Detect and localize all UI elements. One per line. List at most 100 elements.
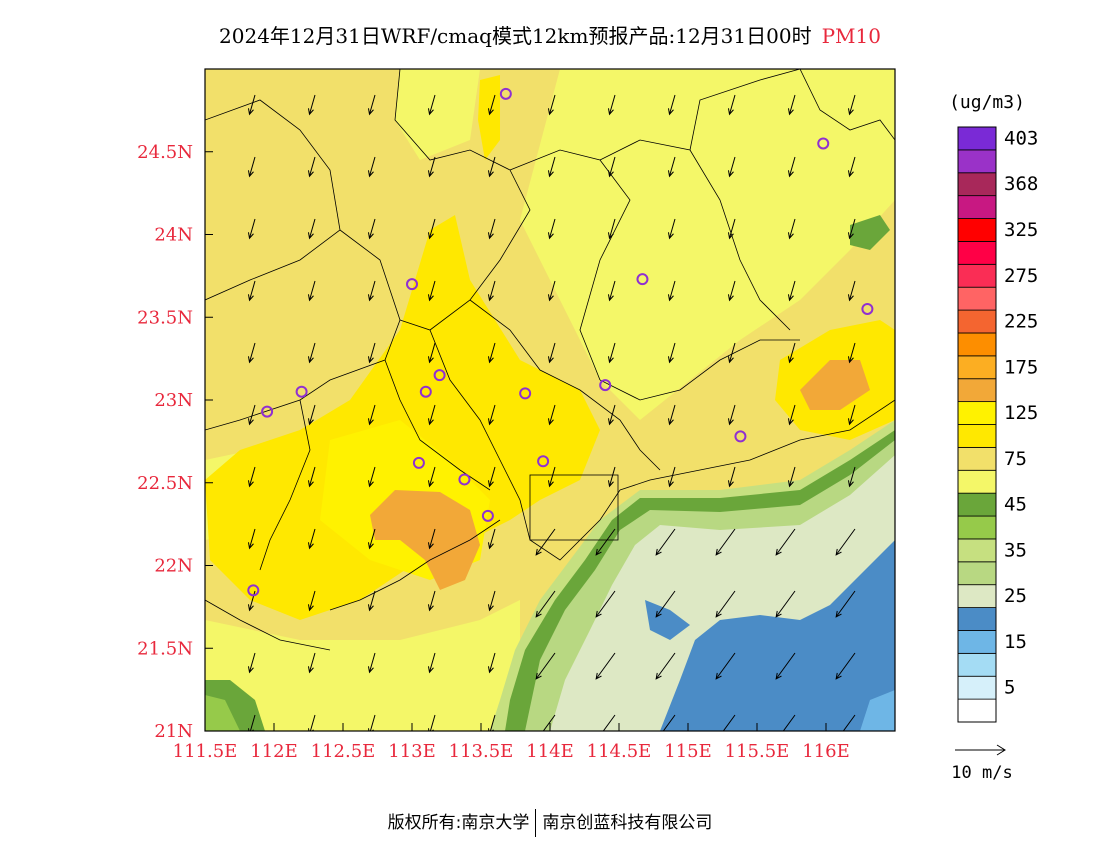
wind-arrow-head [247,232,254,240]
footer-separator [535,809,537,837]
wind-arrow-head [607,294,614,302]
wind-arrow-head [367,604,374,612]
wind-arrow [729,404,736,425]
wind-arrow-head [667,170,674,178]
station-marker [261,405,274,418]
wind-arrow-head [787,232,794,240]
y-tick-label: 22.5N [137,473,193,494]
wind-arrow [602,714,616,731]
wind-arrow-head [847,170,854,178]
wind-arrow [595,652,616,680]
legend-label: 175 [1004,356,1038,378]
x-tick-label: 111.5E [173,741,238,762]
wind-arrow-head [727,170,734,178]
wind-arrow [609,218,616,239]
legend-swatch [957,652,997,677]
wind-arrow [249,466,256,487]
legend-swatch [957,675,997,700]
wind-arrow-head [367,108,374,116]
legend-label: 35 [1004,539,1027,561]
wind-arrow-head [247,480,254,488]
wind-arrow [249,94,256,115]
wind-arrow [369,156,376,177]
wind-arrow-head [547,108,554,116]
wind-arrow [669,466,676,487]
legend-swatch [957,309,997,334]
legend-frame [957,126,997,723]
wind-arrow [789,156,796,177]
wind-arrow-head [367,480,374,488]
x-tick-label: 115.5E [725,741,790,762]
wind-arrow-head [367,666,374,674]
wind-arrow [849,466,856,487]
x-axis: 111.5E 112E 112.5E 113E 113.5E 114E 114.5E 115E… [173,723,850,762]
wind-arrow [609,404,616,425]
wind-arrow-head [667,418,674,426]
wind-arrow [429,342,436,363]
wind-arrow-head [547,232,554,240]
wind-arrow [489,280,496,301]
wind-arrow [549,94,556,115]
wind-arrow-head [307,108,314,116]
wind-arrow [595,590,616,618]
copyright-company: 南京创蓝科技有限公司 [542,813,713,833]
wind-arrow-head [487,480,494,488]
legend: (ug/m3) 5 15 25 35 45 75 125 175 225 275 325 368 403 [949,92,1038,723]
wind-arrow-head [847,356,854,364]
wind-arrow [669,94,676,115]
wind-arrow-head [487,604,494,612]
wind-arrow-head [536,735,541,741]
wind-arrow [789,342,796,363]
wind-arrow-head [247,170,254,178]
wind-arrow [309,342,316,363]
wind-arrow-head [247,294,254,302]
wind-arrow [775,528,796,556]
pm10-concentration-field [205,69,895,731]
wind-arrow-head [787,480,794,488]
wind-arrow [835,528,856,556]
wind-arrow-head [535,610,542,618]
wind-arrow-head [367,170,374,178]
wind-arrow-head [307,728,314,731]
wind-arrow [609,280,616,301]
legend-label: 75 [1004,448,1027,470]
wind-arrow-head [487,356,494,364]
wind-arrow-head [427,666,434,674]
wind-arrow [729,466,736,487]
wind-arrow [535,528,556,556]
station-marker [861,302,874,315]
wind-arrow [782,714,796,731]
wind-arrow-head [655,672,662,680]
wind-arrow [549,466,556,487]
wind-arrow-head [716,735,721,741]
wind-arrow-head [307,542,314,550]
wind-arrow [369,590,376,611]
legend-swatch [957,149,997,174]
wind-arrow [655,528,676,556]
wind-arrow [669,342,676,363]
wind-reference: 10 m/s [951,744,1013,783]
wind-arrow [715,528,736,556]
wind-arrow-head [547,418,554,426]
wind-arrow-head [427,542,434,550]
wind-arrow [489,156,496,177]
wind-arrow-head [547,170,554,178]
wind-arrow [842,714,856,731]
wind-arrow [535,652,556,680]
wind-arrow [309,156,316,177]
wind-arrow-head [547,356,554,364]
wind-arrow-head [727,356,734,364]
wind-arrow [595,528,616,556]
wind-vectors [247,94,856,741]
legend-label: 225 [1004,311,1038,333]
monitoring-stations [247,87,874,597]
legend-swatch [957,172,997,197]
wind-arrow-head [427,418,434,426]
title-pollutant: PM10 [821,24,881,48]
x-tick-label: 112E [250,741,298,762]
legend-label: 325 [1004,219,1038,241]
wind-arrow-head [715,672,722,680]
wind-arrow [369,404,376,425]
wind-arrow [789,94,796,115]
wind-arrow [489,218,496,239]
